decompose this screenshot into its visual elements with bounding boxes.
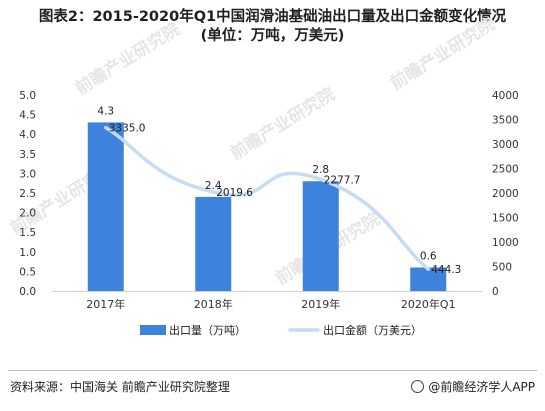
left-axis-tick-label: 5.0	[19, 90, 36, 102]
bar	[195, 196, 232, 291]
right-axis-tick-label: 1500	[492, 213, 519, 225]
left-axis-tick-label: 0.0	[19, 286, 36, 298]
x-axis-tick-label: 2019年	[301, 297, 340, 311]
left-y-axis: 0.0 0.5 1.0 1.5 2.0 2.5 3.0 3.5 4.0 4.5 5.0	[19, 90, 36, 298]
right-axis-tick-label: 4000	[492, 90, 519, 102]
chart-subtitle: (单位：万吨，万美元)	[200, 28, 345, 44]
data-labels: 4.3 2.4 2.8 0.6 3335.0 2019.6 2277.7 444.3	[97, 105, 461, 276]
brand-logo-icon	[411, 380, 425, 393]
right-axis-tick-label: 1000	[492, 237, 519, 249]
bar	[302, 181, 339, 291]
x-axis-tick-label: 2017年	[86, 297, 125, 311]
left-axis-tick-label: 4.5	[19, 110, 36, 122]
legend-label-line: 出口金额（万美元）	[323, 323, 422, 337]
bar	[87, 122, 124, 291]
brand-text: @前瞻经济学人APP	[428, 380, 535, 394]
x-axis-ticks: 2017年 2018年 2019年 2020年Q1	[86, 297, 455, 311]
x-axis-tick-label: 2018年	[194, 297, 233, 311]
left-axis-tick-label: 2.5	[19, 188, 36, 200]
right-axis-tick-label: 0	[492, 286, 499, 298]
bar-data-label: 4.3	[97, 105, 114, 117]
footer-divider	[8, 370, 537, 371]
bar-data-label: 0.6	[420, 250, 437, 262]
bar-data-label: 2.8	[312, 164, 329, 176]
watermark-text: 前瞻产业研究院	[387, 13, 499, 94]
chart-title: 图表2：2015-2020年Q1中国润滑油基础油出口量及出口金额变化情况 (单位…	[0, 8, 545, 46]
bar-data-label: 2.4	[205, 180, 222, 192]
x-axis-tick-label: 2020年Q1	[401, 297, 456, 311]
left-axis-tick-label: 1.0	[19, 247, 36, 259]
brand-credit: @前瞻经济学人APP	[411, 378, 535, 395]
bar-series	[87, 122, 447, 291]
right-y-axis: 0 500 1000 1500 2000 2500 3000 3500 4000	[492, 90, 519, 298]
legend: 出口量（万吨） 出口金额（万美元）	[140, 323, 422, 337]
line-series	[104, 125, 430, 271]
legend-swatch-bar	[140, 325, 166, 335]
left-axis-tick-label: 3.0	[19, 168, 36, 180]
left-axis-tick-label: 0.5	[19, 266, 36, 278]
line-data-label: 2277.7	[324, 174, 361, 186]
right-axis-tick-label: 3500	[492, 115, 519, 127]
right-axis-tick-label: 2000	[492, 188, 519, 200]
left-axis-tick-label: 3.5	[19, 149, 36, 161]
left-axis-tick-label: 2.0	[19, 208, 36, 220]
bar	[410, 267, 447, 291]
line-data-label: 444.3	[431, 264, 461, 276]
left-axis-tick-label: 4.0	[19, 129, 36, 141]
watermark-text: 前瞻产业研究院	[227, 83, 339, 164]
watermark-text: 前瞻产业研究院	[72, 18, 184, 99]
line-data-label: 3335.0	[109, 123, 146, 135]
left-axis-tick-label: 1.5	[19, 227, 36, 239]
right-axis-tick-label: 500	[492, 262, 512, 274]
legend-label-bar: 出口量（万吨）	[169, 323, 246, 337]
line-data-label: 2019.6	[216, 187, 253, 199]
chart-title-line1: 图表2：2015-2020年Q1中国润滑油基础油出口量及出口金额变化情况	[38, 9, 507, 25]
source-note: 资料来源：中国海关 前瞻产业研究院整理	[10, 380, 230, 394]
watermark-layer: 前瞻产业研究院前瞻产业研究院前瞻产业研究院前瞻产业研究院前瞻产业研究院	[7, 13, 499, 289]
right-axis-tick-label: 2500	[492, 164, 519, 176]
right-axis-tick-label: 3000	[492, 139, 519, 151]
